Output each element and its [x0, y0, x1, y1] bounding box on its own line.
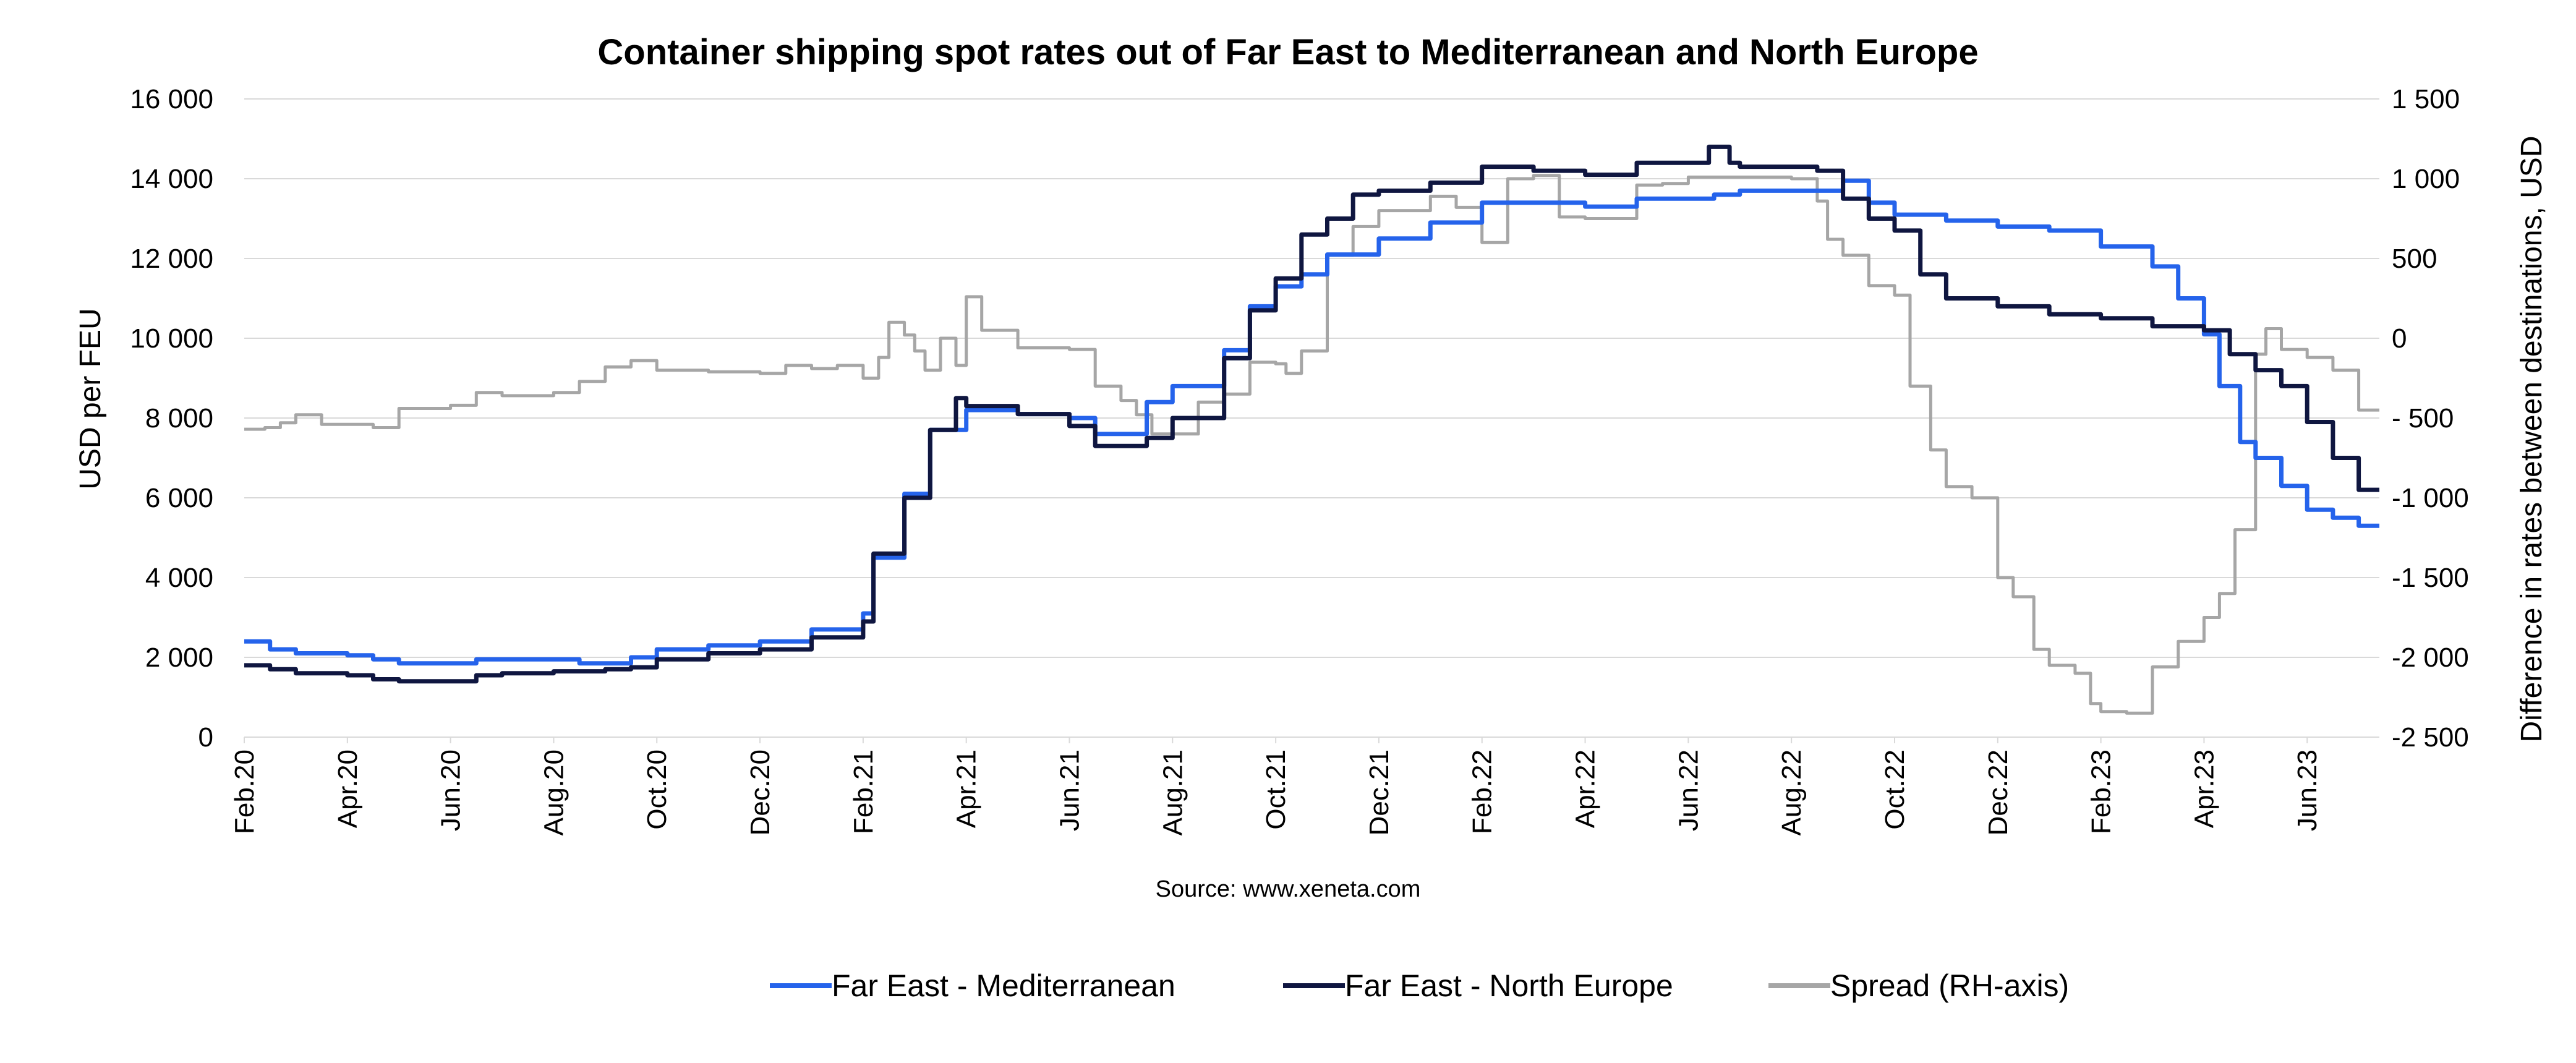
x-tick-label: Oct.22	[1880, 749, 1910, 830]
y-tick-label-left: 6 000	[145, 483, 213, 513]
gridlines	[244, 98, 2379, 658]
legend-label-0: Far East - Mediterranean	[832, 968, 1175, 1003]
x-tick-label: Apr.20	[333, 749, 363, 828]
y-tick-label-left: 10 000	[130, 323, 213, 354]
y-tick-label-right: -1 500	[2392, 563, 2469, 593]
y-axis-label-right: Difference in rates between destinations…	[2515, 136, 2548, 743]
x-tick-label: Jun.23	[2292, 749, 2322, 831]
source-note: Source: www.xeneta.com	[1156, 876, 1421, 902]
y-tick-label-left: 2 000	[145, 642, 213, 673]
x-tick-label: Feb.20	[229, 749, 260, 834]
y-tick-label-left: 12 000	[130, 244, 213, 274]
y-tick-label-right: -2 500	[2392, 722, 2469, 753]
chart-title: Container shipping spot rates out of Far…	[597, 32, 1978, 72]
x-tick-label: Apr.23	[2189, 749, 2219, 828]
y-tick-label-right: 1 500	[2392, 84, 2460, 114]
y-tick-label-left: 0	[198, 722, 213, 753]
y-axis-label-left: USD per FEU	[74, 308, 107, 489]
y-tick-label-right: 1 000	[2392, 164, 2460, 194]
x-tick-label: Dec.20	[745, 749, 775, 835]
right-axis-ticks: -2 500 -2 000 -1 500 -1 000 - 500 0 500 1 000 1 …	[2392, 84, 2469, 753]
x-tick-label: Feb.21	[848, 749, 879, 834]
y-tick-label-right: -1 000	[2392, 483, 2469, 513]
x-tick-label: Jun.20	[436, 749, 466, 831]
y-tick-label-right: 500	[2392, 244, 2437, 274]
legend-label-1: Far East - North Europe	[1345, 968, 1673, 1003]
series-line-1	[244, 144, 2379, 684]
y-tick-label-right: - 500	[2392, 403, 2454, 433]
y-tick-label-left: 4 000	[145, 563, 213, 593]
x-tick-label: Oct.20	[642, 749, 672, 830]
y-tick-label-left: 16 000	[130, 84, 213, 114]
legend-label-2: Spread (RH-axis)	[1830, 968, 2069, 1003]
left-axis-ticks: 0 2 000 4 000 6 000 8 000 10 000 12 000 14 000 1…	[130, 84, 213, 753]
x-tick-label: Oct.21	[1261, 749, 1291, 830]
x-tick-label: Aug.21	[1158, 749, 1188, 835]
series-line-0	[244, 178, 2379, 666]
x-tick-label: Aug.20	[539, 749, 569, 835]
series-lines	[244, 144, 2379, 715]
y-tick-label-left: 8 000	[145, 403, 213, 433]
x-tick-label: Dec.22	[1983, 749, 2013, 835]
x-tick-label: Dec.21	[1364, 749, 1394, 835]
series-line-2	[244, 174, 2379, 715]
y-tick-label-left: 14 000	[130, 164, 213, 194]
legend: Far East - Mediterranean Far East - North…	[770, 968, 2069, 1003]
y-tick-label-right: -2 000	[2392, 642, 2469, 673]
y-tick-label-right: 0	[2392, 323, 2407, 354]
x-tick-label: Feb.22	[1467, 749, 1498, 834]
x-tick-label: Aug.22	[1776, 749, 1807, 835]
x-tick-label: Jun.22	[1673, 749, 1704, 831]
x-tick-label: Apr.21	[952, 749, 982, 828]
x-axis-ticks: Feb.20 Apr.20 Jun.20 Aug.20 Oct.20 Dec.20 Feb.…	[229, 737, 2322, 835]
x-tick-label: Feb.23	[2086, 749, 2117, 834]
x-tick-label: Jun.21	[1054, 749, 1085, 831]
x-tick-label: Apr.22	[1571, 749, 1601, 828]
